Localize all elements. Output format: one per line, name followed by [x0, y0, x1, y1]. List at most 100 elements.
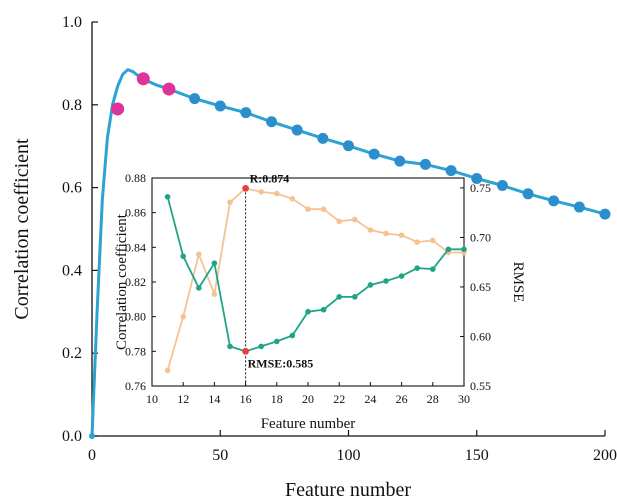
inset-right-y-ticks: 0.55 0.60 0.65 0.70 0.75: [460, 181, 491, 393]
inset-left-y-axis-label: Correlation coefficient: [114, 213, 130, 350]
inset-y-tick-label: 0.76: [125, 379, 146, 393]
rmse-point: [305, 308, 311, 315]
data-point: [496, 180, 508, 192]
data-point: [522, 188, 534, 200]
highlight-point: [162, 82, 176, 96]
main-x-tick-label: 0: [88, 447, 96, 464]
correlation-point: [320, 206, 327, 212]
data-point: [548, 195, 560, 207]
inset-y-tick-label: 0.78: [125, 344, 146, 358]
inset-y2-tick-label: 0.75: [470, 181, 491, 195]
main-x-tick-label: 100: [337, 447, 361, 464]
main-data-marks: [89, 68, 611, 439]
inset-y-tick-label: 0.86: [125, 206, 146, 220]
inset-y2-tick-label: 0.70: [470, 230, 491, 244]
correlation-point: [336, 218, 343, 225]
highlight-point: [136, 72, 150, 86]
inset-y2-tick-label: 0.55: [470, 379, 491, 393]
correlation-point: [164, 367, 171, 374]
rmse-point: [258, 343, 265, 350]
inset-y2-tick-label: 0.65: [470, 280, 491, 294]
rmse-point: [461, 246, 467, 253]
rmse-point: [336, 294, 343, 300]
best-rmse-point: [242, 347, 250, 355]
inset-left-y-ticks: 0.76 0.78 0.80 0.82 0.84 0.86 0.88: [125, 171, 156, 393]
data-point: [573, 201, 585, 213]
highlight-point: [111, 102, 125, 116]
main-x-ticks: 0 50 100 150 200: [88, 430, 617, 464]
inset-y2-tick-label: 0.60: [470, 329, 491, 343]
inset-x-tick-label: 26: [396, 392, 408, 406]
correlation-point: [398, 232, 405, 238]
main-y-tick-label: 0.6: [62, 180, 82, 197]
rmse-point: [383, 278, 389, 284]
rmse-point: [414, 265, 421, 271]
rmse-line: [166, 196, 464, 353]
data-point: [317, 132, 329, 144]
rmse-point: [430, 266, 436, 272]
main-x-tick-label: 50: [212, 447, 228, 464]
inset-y-tick-label: 0.88: [125, 171, 146, 185]
best-correlation-point: [242, 185, 250, 192]
correlation-point: [289, 196, 296, 202]
inset-x-tick-label: 28: [427, 392, 439, 406]
main-y-tick-label: 1.0: [62, 14, 82, 31]
main-y-tick-label: 0.8: [62, 97, 82, 114]
inset-y-tick-label: 0.80: [125, 310, 146, 324]
inset-data-marks: [164, 185, 467, 374]
correlation-point: [367, 227, 374, 233]
data-point: [394, 155, 406, 167]
main-y-tick-label: 0.0: [62, 428, 82, 445]
inset-x-tick-label: 14: [208, 392, 220, 406]
rmse-point: [289, 332, 296, 339]
inset-x-tick-label: 12: [177, 392, 189, 406]
inset-annotations: R:0.874 RMSE:0.585: [242, 171, 313, 386]
origin-point: [89, 433, 95, 439]
data-point: [189, 93, 201, 105]
inset-x-tick-label: 30: [458, 392, 470, 406]
correlation-point: [211, 291, 218, 297]
main-x-tick-label: 200: [593, 447, 617, 464]
data-point: [445, 165, 457, 177]
inset-x-axis-label: Feature number: [261, 416, 356, 432]
data-point: [471, 172, 483, 184]
main-y-tick-label: 0.2: [62, 345, 82, 362]
data-point: [291, 124, 303, 136]
main-x-axis-label: Feature number: [285, 479, 411, 501]
inset-x-tick-label: 18: [271, 392, 283, 406]
inset-x-tick-label: 20: [302, 392, 314, 406]
correlation-point: [274, 190, 280, 197]
inset-x-tick-label: 24: [364, 392, 376, 406]
inset-chart: 10 12 14 16 18 20 22 24 26 28 30 0.760.780.800.820…: [114, 171, 526, 432]
rmse-point: [352, 294, 358, 300]
rmse-point: [196, 285, 202, 291]
rmse-point: [320, 306, 327, 313]
rmse-point: [274, 338, 280, 345]
data-point: [240, 107, 252, 119]
rmse-point: [445, 246, 452, 253]
data-point: [368, 148, 380, 160]
main-y-axis-label: Correlation coefficient: [11, 138, 33, 320]
correlation-point: [196, 251, 202, 258]
data-point: [266, 116, 278, 128]
correlation-point: [352, 216, 358, 223]
data-point: [343, 140, 354, 152]
best-correlation-annotation: R:0.874: [250, 171, 290, 185]
best-rmse-annotation: RMSE:0.585: [248, 356, 314, 370]
main-chart: 0 50 100 150 200 0.0 0.2 0.4 0.6 0.8 1.0 Feature …: [11, 14, 617, 501]
inset-x-tick-label: 16: [240, 392, 252, 406]
main-y-tick-label: 0.4: [62, 262, 82, 279]
inset-right-y-axis-label: RMSE: [510, 262, 526, 303]
rmse-point: [367, 282, 374, 288]
correlation-point: [258, 189, 265, 195]
rmse-point: [211, 260, 218, 266]
rmse-point: [227, 343, 233, 350]
inset-x-tick-label: 10: [146, 392, 158, 406]
inset-x-tick-label: 22: [333, 392, 345, 406]
correlation-point: [305, 206, 311, 212]
correlation-point: [180, 313, 186, 320]
data-point: [419, 158, 431, 170]
main-y-ticks: 0.0 0.2 0.4 0.6 0.8 1.0: [62, 14, 98, 445]
correlation-point: [414, 239, 421, 245]
